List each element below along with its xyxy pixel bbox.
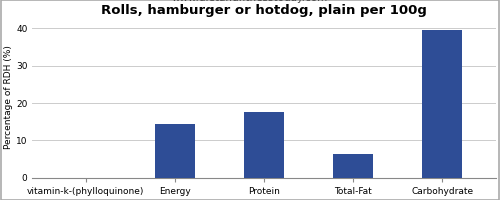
Text: www.dietandfitnesstoday.com: www.dietandfitnesstoday.com [172,0,328,3]
Bar [155,124,195,178]
Y-axis label: Percentage of RDH (%): Percentage of RDH (%) [4,46,13,149]
Bar [244,112,284,178]
Title: Rolls, hamburger or hotdog, plain per 100g: Rolls, hamburger or hotdog, plain per 10… [101,4,427,17]
Bar [333,154,374,178]
Bar [422,30,463,178]
